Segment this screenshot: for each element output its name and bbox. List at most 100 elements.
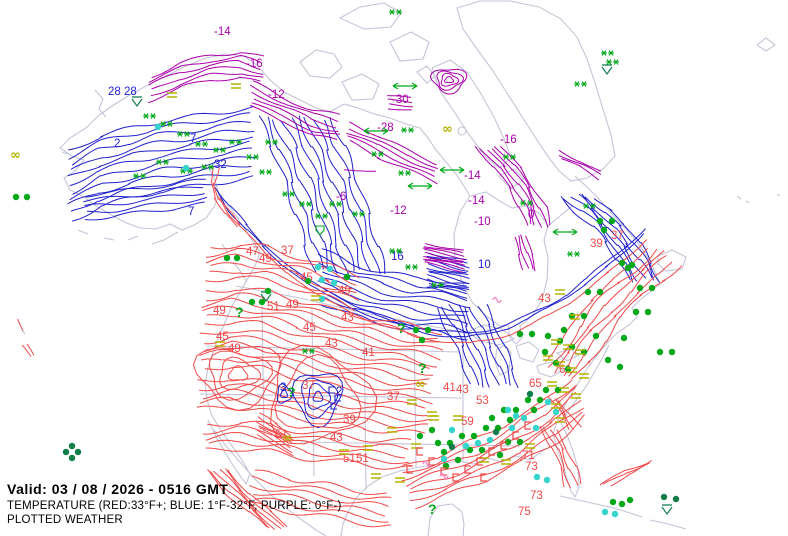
snow-icon <box>253 154 259 160</box>
shower-funnel-icon <box>601 64 613 76</box>
coastline-path <box>199 285 521 447</box>
isotherm-contour <box>568 261 673 377</box>
isotherm-loop <box>227 365 249 381</box>
isotherm-contour <box>409 411 583 501</box>
isotherm-contour <box>426 278 469 288</box>
rain-dot-icon <box>608 217 616 225</box>
haze-icon <box>363 445 373 451</box>
isotherm-contour <box>387 95 412 98</box>
rain-dot-icon <box>504 438 512 446</box>
snow-icon <box>405 170 411 176</box>
rain-dot-icon <box>478 446 486 454</box>
haze-icon <box>407 399 417 405</box>
haze-icon <box>427 411 437 417</box>
isotherm-contour <box>424 251 464 262</box>
temperature-label: 49 <box>259 253 272 265</box>
snow-icon <box>431 282 437 288</box>
isotherm-contour <box>415 414 585 510</box>
shower-dot-icon <box>660 493 668 501</box>
isotherm-contour <box>257 416 292 439</box>
rain-dot-icon <box>596 288 604 296</box>
snow-icon <box>167 121 173 127</box>
temperature-label: 10 <box>478 259 491 271</box>
wind-arrow-icon <box>552 228 578 236</box>
rain-dot-icon <box>560 326 568 334</box>
haze-icon <box>387 427 397 433</box>
haze-icon <box>371 473 381 479</box>
wind-arrow-icon <box>439 166 465 174</box>
isotherm-contour <box>291 117 349 275</box>
coastline-path <box>94 89 107 118</box>
haze-icon <box>571 393 581 399</box>
isotherm-contour <box>348 128 438 170</box>
isotherm-contour <box>427 274 467 287</box>
temperature-label: 0 <box>528 209 534 221</box>
temperature-label: 43 <box>325 338 338 350</box>
snow-icon <box>412 264 418 270</box>
isotherm-contour <box>486 303 519 389</box>
isotherm-contour <box>542 427 572 489</box>
coastline-path <box>338 2 402 30</box>
isotherm-contour <box>320 276 469 313</box>
isotherm-contour <box>256 421 294 441</box>
rain-dot-icon <box>624 264 632 272</box>
rain-dot-icon <box>609 498 617 506</box>
isotherm-contour <box>271 119 329 271</box>
isotherm-contour <box>68 112 251 160</box>
temperature-label: 7 <box>190 133 196 145</box>
temperature-label: -10 <box>474 216 491 228</box>
isotherm-contour <box>71 120 251 166</box>
rain-dot-icon <box>626 496 634 504</box>
shower-funnel-icon <box>661 504 673 516</box>
isotherm-contour <box>464 306 500 386</box>
haze-infinity-icon: ∞ <box>10 148 21 163</box>
isotherm-loop <box>301 377 339 420</box>
temperature-label: 49 <box>286 299 299 311</box>
rain-dot-icon <box>524 396 532 404</box>
temperature-label: 28 <box>108 86 121 98</box>
rain-dot-icon <box>580 312 588 320</box>
wind-arrow-icon <box>407 182 433 190</box>
isotherm-contour <box>423 258 465 266</box>
isotherm-contour <box>205 287 443 336</box>
isotherm-contour <box>303 116 360 270</box>
haze-icon <box>453 415 463 421</box>
thunderstorm-icon <box>416 447 423 456</box>
shower-dot-icon <box>492 428 500 436</box>
isotherm-contour <box>321 248 470 285</box>
coastline-path <box>515 341 540 363</box>
rain-dot-icon <box>424 326 432 334</box>
snow-icon <box>202 141 208 147</box>
isotherm-contour <box>518 235 530 269</box>
isotherm-contour <box>422 247 465 257</box>
rain-dot-icon <box>648 284 656 292</box>
rain-dot-icon <box>434 439 442 447</box>
rain-dot-icon <box>668 348 676 356</box>
isotherm-loop <box>208 350 273 401</box>
temperature-label: 49 <box>228 343 241 355</box>
snow-icon <box>567 251 573 257</box>
coastline-path <box>416 65 436 84</box>
isotherm-contour <box>402 379 573 466</box>
isotherm-contour <box>150 72 264 97</box>
isotherm-loop <box>274 353 362 429</box>
isotherm-contour <box>428 270 470 279</box>
drizzle-dot-icon <box>474 439 482 447</box>
snow-icon <box>389 9 395 15</box>
rain-dot-icon <box>620 334 628 342</box>
isotherm-contour <box>210 243 360 279</box>
coastline-path <box>21 193 781 335</box>
snow-icon <box>503 154 509 160</box>
snow-icon <box>229 139 235 145</box>
rain-dot-icon <box>258 298 266 306</box>
snow-icon <box>613 59 619 65</box>
rain-dot-icon <box>470 432 478 440</box>
isotherm-contour <box>67 165 252 205</box>
isotherm-contour <box>209 270 360 302</box>
isotherm-contour <box>227 469 288 528</box>
isotherm-contour <box>547 396 570 430</box>
isotherm-contour <box>205 253 354 290</box>
isotherm-contour <box>249 84 339 123</box>
isotherm-contour <box>319 286 469 325</box>
isotherm-loop <box>276 383 293 404</box>
